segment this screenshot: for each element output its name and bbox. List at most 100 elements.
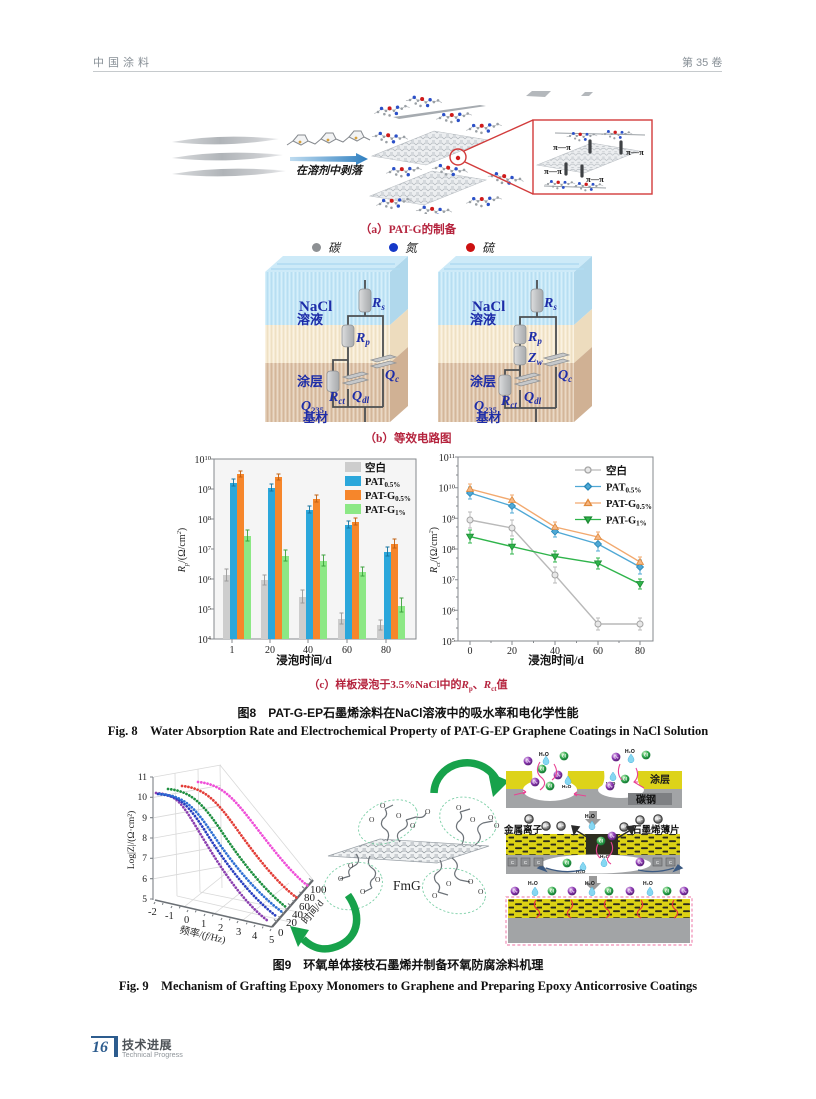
svg-text:104: 104 xyxy=(198,635,212,646)
svg-text:H₂O: H₂O xyxy=(643,881,653,887)
svg-text:π—π: π—π xyxy=(544,166,562,176)
svg-text:O: O xyxy=(432,891,438,900)
svg-text:109: 109 xyxy=(442,514,455,525)
svg-text:80: 80 xyxy=(304,892,316,904)
svg-text:H₂O: H₂O xyxy=(576,869,586,875)
svg-text:π—π: π—π xyxy=(586,174,604,184)
svg-text:60: 60 xyxy=(593,646,603,657)
svg-text:基材: 基材 xyxy=(302,410,329,425)
svg-text:8: 8 xyxy=(142,834,147,844)
svg-text:在溶剂中剥落: 在溶剂中剥落 xyxy=(296,164,364,177)
svg-text:40: 40 xyxy=(550,646,560,657)
svg-text:溶液: 溶液 xyxy=(470,312,496,327)
svg-text:C: C xyxy=(669,860,673,865)
svg-text:O: O xyxy=(425,807,431,816)
svg-text:H₂O: H₂O xyxy=(600,854,610,860)
svg-text:NaCl: NaCl xyxy=(299,299,332,315)
svg-text:Rct/(Ω/cm2): Rct/(Ω/cm2) xyxy=(428,527,442,574)
svg-text:O: O xyxy=(470,815,476,824)
svg-text:1: 1 xyxy=(230,645,235,656)
svg-text:Rp/(Ω/cm2): Rp/(Ω/cm2) xyxy=(176,528,190,574)
svg-text:5: 5 xyxy=(142,895,147,905)
svg-text:0: 0 xyxy=(278,927,284,939)
svg-text:π—π: π—π xyxy=(553,142,571,152)
svg-text:1: 1 xyxy=(201,919,206,930)
svg-text:O: O xyxy=(375,875,381,884)
svg-text:1010: 1010 xyxy=(439,484,456,495)
svg-text:石墨烯薄片: 石墨烯薄片 xyxy=(631,824,680,836)
svg-text:40: 40 xyxy=(292,909,304,921)
svg-text:C: C xyxy=(524,860,528,865)
svg-text:浸泡时间/d: 浸泡时间/d xyxy=(276,653,332,667)
svg-text:20: 20 xyxy=(286,917,298,929)
svg-text:3: 3 xyxy=(236,927,241,938)
svg-text:9: 9 xyxy=(142,814,147,824)
svg-text:0: 0 xyxy=(468,646,473,657)
svg-text:FmG: FmG xyxy=(393,878,421,893)
svg-text:1011: 1011 xyxy=(439,453,455,464)
svg-text:空白: 空白 xyxy=(365,461,386,474)
svg-text:O: O xyxy=(396,811,402,820)
svg-text:106: 106 xyxy=(442,606,456,617)
svg-text:O: O xyxy=(468,877,474,886)
svg-text:107: 107 xyxy=(198,545,212,556)
svg-text:H₂O: H₂O xyxy=(625,749,635,755)
svg-text:NaCl: NaCl xyxy=(472,299,505,315)
svg-text:80: 80 xyxy=(635,646,645,657)
svg-text:O: O xyxy=(410,821,416,830)
svg-text:0: 0 xyxy=(184,915,189,926)
svg-text:O: O xyxy=(494,821,500,830)
svg-text:C: C xyxy=(537,860,541,865)
svg-text:109: 109 xyxy=(198,485,211,496)
svg-text:4: 4 xyxy=(252,931,258,942)
svg-text:O: O xyxy=(456,803,462,812)
svg-text:100: 100 xyxy=(310,884,327,896)
svg-text:O: O xyxy=(380,801,386,810)
svg-text:107: 107 xyxy=(442,576,456,587)
svg-text:40: 40 xyxy=(303,645,313,656)
svg-text:6: 6 xyxy=(142,875,147,885)
svg-text:空白: 空白 xyxy=(606,464,627,477)
svg-text:浸泡时间/d: 浸泡时间/d xyxy=(528,653,584,667)
svg-text:涂层: 涂层 xyxy=(470,374,496,389)
svg-text:7: 7 xyxy=(142,854,147,864)
svg-text:涂层: 涂层 xyxy=(650,773,670,786)
svg-text:O: O xyxy=(488,813,494,822)
svg-text:H₂O: H₂O xyxy=(562,784,572,790)
svg-text:80: 80 xyxy=(381,645,391,656)
svg-text:1010: 1010 xyxy=(195,455,212,466)
svg-text:105: 105 xyxy=(442,637,455,648)
svg-text:H₂O: H₂O xyxy=(539,752,549,758)
svg-text:基材: 基材 xyxy=(475,410,502,425)
svg-text:60: 60 xyxy=(342,645,352,656)
svg-text:106: 106 xyxy=(198,575,212,586)
svg-text:5: 5 xyxy=(269,935,274,946)
svg-text:20: 20 xyxy=(507,646,517,657)
svg-text:108: 108 xyxy=(198,515,211,526)
svg-text:O: O xyxy=(348,861,354,870)
svg-text:C: C xyxy=(511,860,515,865)
svg-text:H₂O: H₂O xyxy=(585,814,595,820)
svg-text:10: 10 xyxy=(138,793,148,803)
svg-text:Log|Z|/(Ω·cm²): Log|Z|/(Ω·cm²) xyxy=(126,811,137,870)
svg-text:C: C xyxy=(656,860,660,865)
svg-text:碳钢: 碳钢 xyxy=(636,793,656,806)
svg-text:O: O xyxy=(446,879,452,888)
svg-text:涂层: 涂层 xyxy=(297,374,323,389)
svg-text:O: O xyxy=(369,815,375,824)
svg-text:20: 20 xyxy=(265,645,275,656)
svg-text:金属离子: 金属离子 xyxy=(503,824,543,836)
svg-text:2: 2 xyxy=(218,923,223,934)
svg-text:60: 60 xyxy=(299,901,311,913)
svg-text:O: O xyxy=(360,887,366,896)
svg-text:-1: -1 xyxy=(165,911,174,922)
svg-text:11: 11 xyxy=(138,773,147,783)
svg-text:108: 108 xyxy=(442,545,455,556)
svg-text:O: O xyxy=(338,874,344,883)
svg-text:π—π: π—π xyxy=(626,147,644,157)
svg-text:105: 105 xyxy=(198,605,211,616)
svg-text:-2: -2 xyxy=(148,907,157,918)
svg-text:溶液: 溶液 xyxy=(297,312,323,327)
svg-text:H₂O: H₂O xyxy=(528,881,538,887)
svg-text:O: O xyxy=(478,887,484,896)
